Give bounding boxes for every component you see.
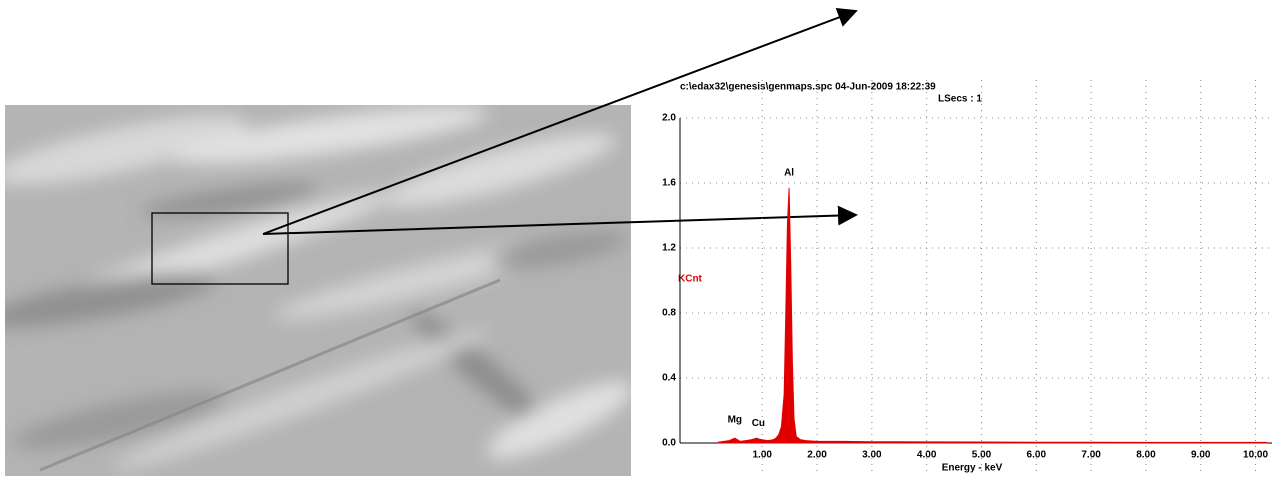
x-tick-label: 1.00	[752, 450, 772, 461]
y-axis-label: KCnt	[678, 274, 703, 285]
x-tick-label: 10.00	[1243, 450, 1268, 461]
sem-image	[5, 105, 631, 476]
peak-label: Al	[784, 168, 794, 179]
x-tick-label: 9.00	[1191, 450, 1211, 461]
x-tick-label: 6.00	[1027, 450, 1047, 461]
spectrum-subheader: LSecs : 1	[938, 94, 982, 105]
x-tick-label: 4.00	[917, 450, 937, 461]
y-tick-label: 2.0	[662, 113, 676, 124]
arrow	[262, 205, 858, 235]
spectrum-line	[717, 187, 1268, 444]
x-tick-label: 8.00	[1136, 450, 1156, 461]
x-tick-label: 2.00	[807, 450, 827, 461]
y-tick-label: 0.8	[662, 308, 676, 319]
y-tick-label: 0.0	[662, 438, 676, 449]
y-tick-label: 1.2	[662, 243, 676, 254]
y-tick-label: 1.6	[662, 178, 676, 189]
x-tick-label: 7.00	[1081, 450, 1101, 461]
peak-label: Cu	[752, 418, 765, 429]
x-axis-label: Energy - keV	[942, 463, 1003, 474]
x-tick-label: 3.00	[862, 450, 882, 461]
peak-label: Mg	[728, 415, 742, 426]
arrow	[262, 7, 858, 235]
selection-box	[151, 212, 289, 285]
y-tick-label: 0.4	[662, 373, 676, 384]
spectrum-header: c:\edax32\genesis\genmaps.spc 04-Jun-200…	[680, 82, 936, 93]
x-tick-label: 5.00	[972, 450, 992, 461]
